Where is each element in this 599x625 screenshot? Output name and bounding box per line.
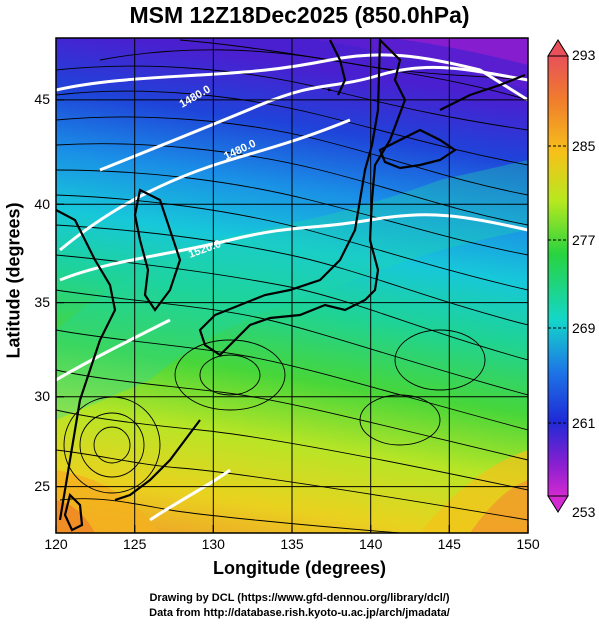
credit-data: Data from http://database.rish.kyoto-u.a… — [149, 607, 450, 619]
colorbar-labels: 293 285 277 269 261 253 — [572, 47, 596, 520]
gridlines — [56, 38, 528, 533]
y-tick-label: 35 — [34, 294, 50, 310]
colorbar-gradient — [547, 55, 569, 497]
y-tick-label: 25 — [34, 478, 50, 494]
colorbar-label: 277 — [572, 232, 596, 248]
x-tick-label: 145 — [438, 536, 462, 552]
colorbar-label: 269 — [572, 320, 596, 336]
x-tick-label: 125 — [123, 536, 147, 552]
colorbar-tick-marks — [548, 145, 568, 424]
coastlines — [56, 38, 526, 532]
x-tick-labels: 120 125 130 135 140 145 150 — [44, 536, 540, 552]
credit-drawing: Drawing by DCL (https://www.gfd-dennou.o… — [149, 592, 450, 604]
x-tick-marks — [55, 525, 529, 533]
streamlines — [56, 39, 528, 533]
x-tick-label: 150 — [516, 536, 540, 552]
x-tick-label: 130 — [202, 536, 226, 552]
colorbar-min-triangle — [547, 495, 569, 513]
colorbar-label: 285 — [572, 138, 596, 154]
height-contours — [56, 53, 528, 522]
colorbar-label: 293 — [572, 47, 596, 63]
colorbar-max-triangle — [547, 39, 569, 57]
x-tick-label: 140 — [359, 536, 383, 552]
colorbar-label: 253 — [572, 504, 596, 520]
x-tick-label: 120 — [44, 536, 68, 552]
y-axis-label: Latitude (degrees) — [3, 202, 24, 359]
colorbar-label: 261 — [572, 415, 596, 431]
y-tick-label: 45 — [34, 91, 50, 107]
x-tick-label: 135 — [280, 536, 304, 552]
y-tick-label: 40 — [34, 196, 50, 212]
y-tick-labels: 25 30 35 40 45 — [34, 91, 50, 494]
y-tick-marks — [56, 99, 64, 488]
colorbar — [547, 39, 569, 513]
x-axis-label: Longitude (degrees) — [212, 558, 386, 578]
y-tick-label: 30 — [34, 388, 50, 404]
map-title: MSM 12Z18Dec2025 (850.0hPa) — [129, 2, 470, 28]
